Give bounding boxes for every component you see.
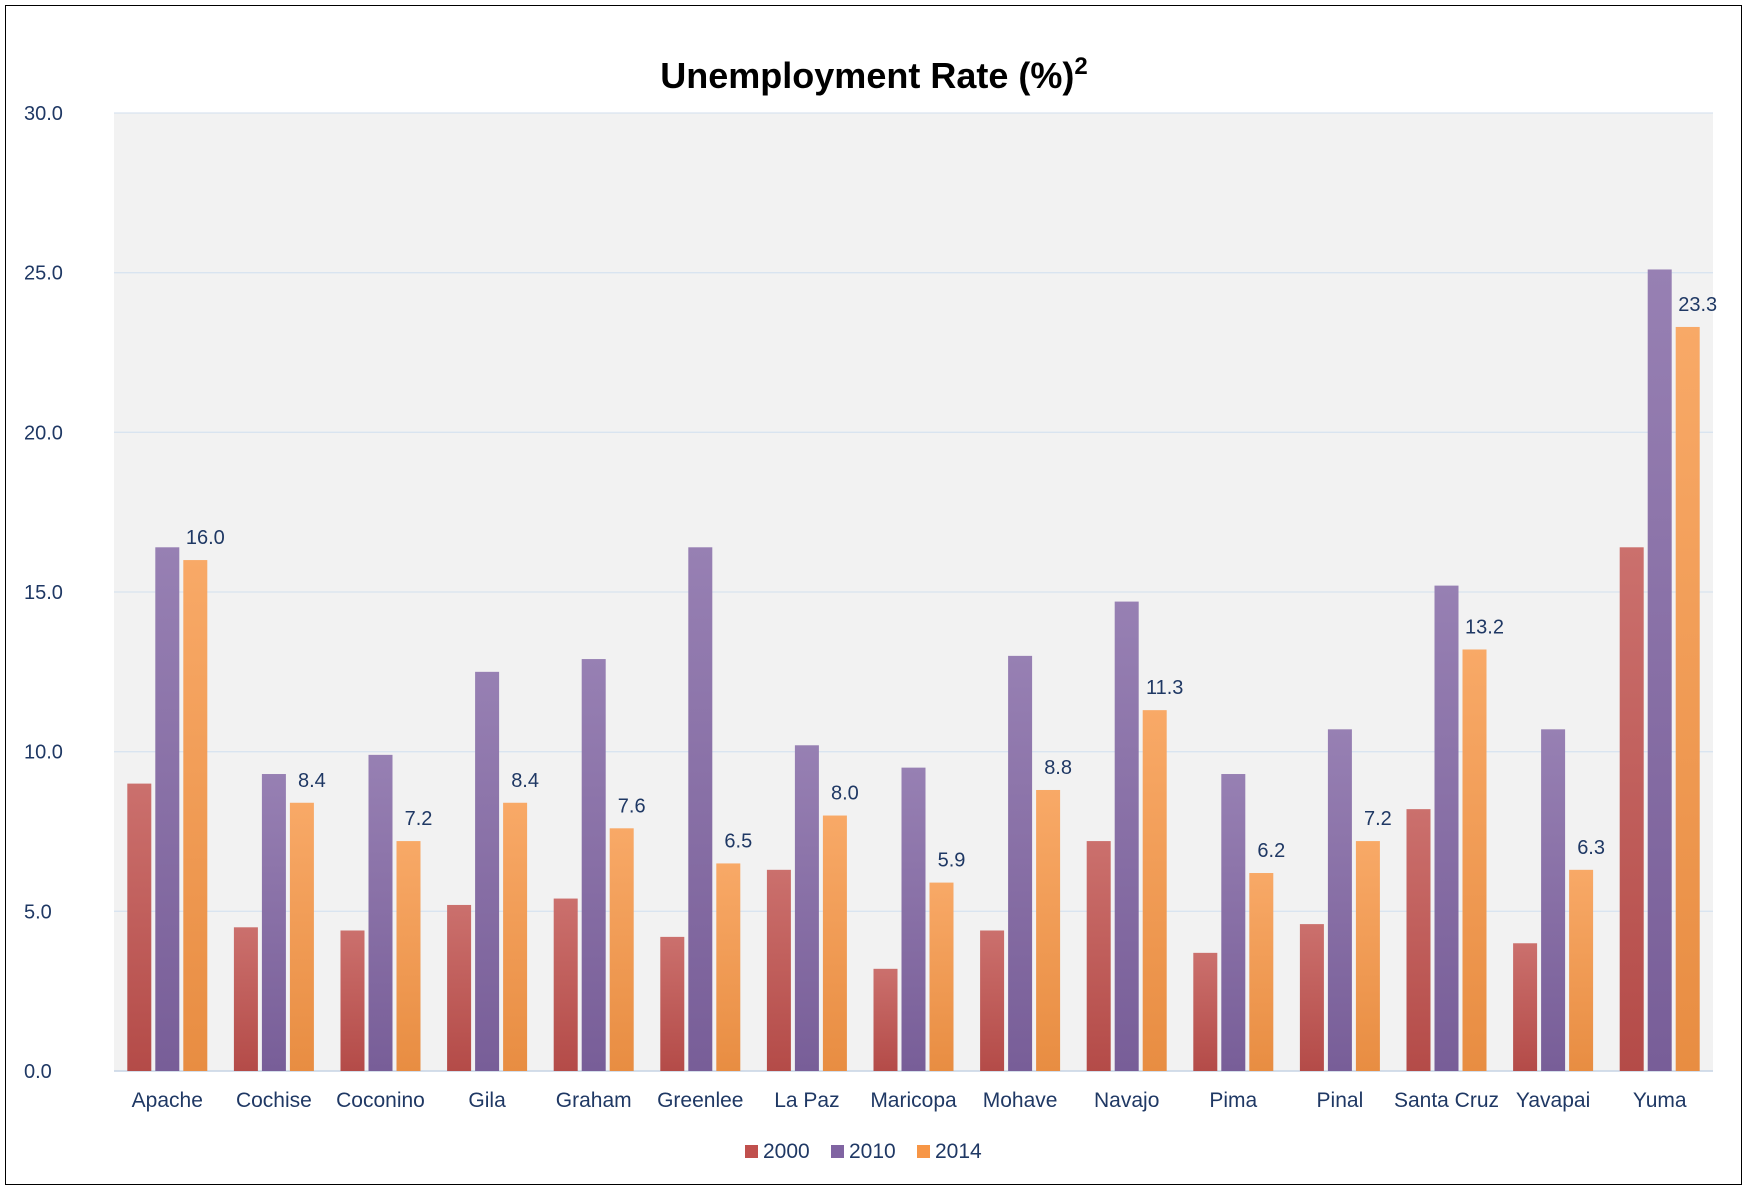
x-axis-categories: Apache Cochise Coconino Gila Graham Greenlee L… (132, 1089, 1687, 1112)
data-label: 6.5 (724, 830, 752, 852)
bar-2000-navajo (1086, 841, 1111, 1071)
data-label: 8.0 (831, 783, 859, 805)
bar-2000-greenlee (660, 936, 685, 1071)
bar-2010-greenlee (688, 547, 713, 1071)
chart-frame: Unemployment Rate (%)2 0.0 5.0 10.0 15.0 20.… (5, 5, 1742, 1185)
bar-2000-santa-cruz (1406, 809, 1431, 1071)
x-category-label: Mohave (983, 1089, 1058, 1112)
bar-2010-pinal (1327, 729, 1352, 1071)
data-label: 8.4 (298, 770, 326, 792)
bar-2014-mohave (1036, 789, 1061, 1071)
legend-swatch-2014 (917, 1145, 930, 1158)
data-label: 5.9 (938, 850, 966, 872)
bar-2014-la-paz (822, 815, 847, 1071)
data-label: 7.2 (405, 808, 433, 830)
data-label: 8.4 (511, 770, 539, 792)
x-category-label: Maricopa (870, 1089, 957, 1112)
bar-2010-maricopa (901, 767, 926, 1071)
legend-label-2000: 2000 (763, 1140, 810, 1163)
x-category-label: La Paz (774, 1089, 839, 1112)
data-label: 13.2 (1465, 616, 1504, 638)
x-category-label: Navajo (1094, 1089, 1159, 1112)
bar-2010-apache (155, 547, 180, 1071)
data-label: 6.2 (1257, 840, 1285, 862)
bar-2010-coconino (368, 754, 393, 1071)
bar-2010-yuma (1647, 269, 1672, 1071)
bar-2014-greenlee (716, 863, 741, 1071)
data-labels: 16.0 8.4 7.2 8.4 7.6 6.5 8.0 5.9 8.8 11.3 6.2 7.2 13… (186, 294, 1717, 872)
legend-swatch-2000 (745, 1145, 758, 1158)
chart-title-superscript: 2 (1074, 53, 1087, 80)
bar-2010-graham (581, 659, 606, 1071)
bar-2000-pinal (1299, 924, 1324, 1071)
y-tick-label: 20.0 (24, 422, 63, 444)
chart-svg: Unemployment Rate (%)2 0.05.010.015.020.… (24, 53, 1717, 1163)
bar-2010-mohave (1008, 655, 1033, 1071)
x-category-label: Greenlee (657, 1089, 743, 1112)
bar-2000-apache (127, 783, 152, 1071)
bar-2014-santa-cruz (1462, 649, 1487, 1071)
bar-2000-maricopa (873, 968, 898, 1071)
bar-2014-coconino (396, 841, 421, 1071)
bar-2014-gila (503, 802, 528, 1071)
bar-2000-mohave (980, 930, 1005, 1071)
x-category-label: Gila (468, 1089, 506, 1112)
x-category-label: Pinal (1317, 1089, 1364, 1112)
legend-swatch-2010 (831, 1145, 844, 1158)
chart-title: Unemployment Rate (%)2 (660, 53, 1087, 96)
bar-2000-gila (447, 904, 472, 1071)
x-category-label: Santa Cruz (1394, 1089, 1499, 1112)
bar-2010-yavapai (1541, 729, 1566, 1071)
x-category-label: Yavapai (1516, 1089, 1590, 1112)
data-label: 7.2 (1364, 808, 1392, 830)
data-label: 16.0 (186, 527, 225, 549)
y-axis-ticks: 0.0 5.0 10.0 15.0 20.0 25.0 30.0 (24, 103, 63, 1083)
x-category-label: Cochise (236, 1089, 312, 1112)
chart-title-text: Unemployment Rate (%) (660, 55, 1074, 96)
bar-2010-cochise (261, 774, 286, 1071)
y-tick-label: 30.0 (24, 103, 63, 125)
data-label: 8.8 (1044, 757, 1072, 779)
bar-2014-pima (1249, 873, 1274, 1071)
bars (127, 269, 1700, 1071)
bar-2000-cochise (233, 927, 258, 1071)
x-category-label: Graham (556, 1089, 632, 1112)
data-label: 7.6 (618, 795, 646, 817)
data-label: 6.3 (1577, 837, 1605, 859)
bar-2014-pinal (1355, 841, 1380, 1071)
x-category-label: Apache (132, 1089, 203, 1112)
bar-2000-yuma (1619, 547, 1644, 1071)
y-tick-label: 10.0 (24, 742, 63, 764)
bar-2014-yuma (1675, 326, 1700, 1071)
bar-2014-graham (609, 828, 634, 1071)
legend: 2000 2010 2014 (745, 1140, 982, 1163)
bar-2010-pima (1221, 774, 1246, 1071)
y-tick-label: 5.0 (24, 901, 52, 923)
bar-2014-yavapai (1569, 869, 1594, 1071)
bar-2000-graham (553, 898, 578, 1071)
bar-2014-apache (183, 560, 208, 1071)
bar-2000-yavapai (1513, 943, 1538, 1071)
y-tick-label: 0.0 (24, 1061, 52, 1083)
bar-2010-gila (475, 671, 500, 1071)
bar-2014-maricopa (929, 882, 954, 1071)
bar-2014-navajo (1142, 710, 1167, 1071)
x-category-label: Coconino (336, 1089, 425, 1112)
bar-2010-la-paz (794, 745, 819, 1071)
bar-2000-coconino (340, 930, 365, 1071)
bar-2000-pima (1193, 952, 1218, 1071)
legend-label-2014: 2014 (935, 1140, 982, 1163)
y-tick-label: 25.0 (24, 263, 63, 285)
bar-2014-cochise (289, 802, 314, 1071)
legend-label-2010: 2010 (849, 1140, 896, 1163)
data-label: 23.3 (1678, 294, 1717, 316)
bar-2010-navajo (1114, 601, 1139, 1071)
y-tick-label: 15.0 (24, 582, 63, 604)
bar-2000-la-paz (766, 869, 791, 1071)
bar-2010-santa-cruz (1434, 585, 1459, 1071)
data-label: 11.3 (1146, 677, 1183, 699)
x-category-label: Yuma (1633, 1089, 1687, 1112)
x-category-label: Pima (1209, 1089, 1257, 1112)
